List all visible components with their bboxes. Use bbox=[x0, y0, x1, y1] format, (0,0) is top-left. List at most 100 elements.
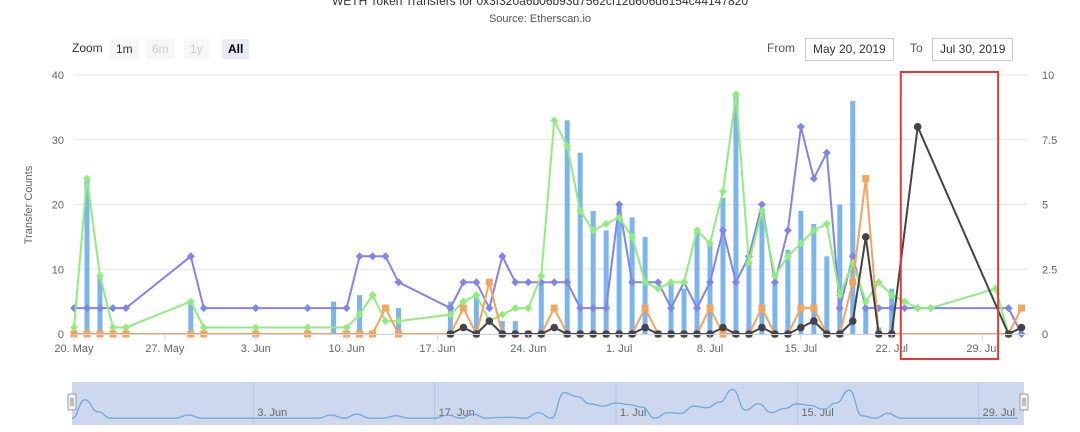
data-point bbox=[615, 213, 624, 222]
bar bbox=[499, 321, 505, 334]
bar bbox=[681, 288, 687, 334]
data-point bbox=[186, 252, 195, 261]
data-point bbox=[887, 291, 896, 300]
y-left-tick-label: 30 bbox=[52, 135, 64, 147]
navigator[interactable]: 3. Jun 17. Jun 1. Jul 15. Jul 29. Jul bbox=[67, 382, 1029, 425]
bar bbox=[473, 295, 479, 334]
series-line-green bbox=[73, 93, 1022, 335]
data-point bbox=[810, 304, 818, 312]
x-tick-label: 29. Jul bbox=[966, 343, 998, 355]
x-tick-label: 22. Jul bbox=[876, 343, 908, 355]
bar bbox=[720, 198, 726, 334]
bar bbox=[538, 282, 544, 334]
data-point bbox=[731, 90, 740, 99]
bar bbox=[577, 152, 583, 334]
bar bbox=[746, 262, 752, 334]
data-point bbox=[498, 310, 507, 319]
navigator-tick-label: 15. Jul bbox=[801, 407, 833, 419]
data-point bbox=[861, 233, 870, 241]
bar bbox=[772, 282, 778, 334]
zoom-1y-button[interactable]: 1y bbox=[184, 39, 209, 59]
data-point bbox=[926, 304, 935, 313]
data-point bbox=[848, 317, 857, 325]
data-point bbox=[303, 304, 312, 313]
data-point bbox=[446, 304, 455, 313]
data-point bbox=[706, 304, 714, 312]
y-axis-title: Transfer Counts bbox=[23, 165, 35, 244]
data-point bbox=[719, 323, 727, 332]
data-point bbox=[615, 200, 624, 209]
data-point bbox=[355, 252, 364, 261]
bar bbox=[811, 223, 817, 334]
data-point bbox=[822, 219, 831, 228]
data-point bbox=[809, 226, 818, 235]
data-point bbox=[654, 284, 663, 293]
range-to-label: To bbox=[910, 41, 923, 55]
data-point bbox=[251, 304, 260, 313]
data-point bbox=[472, 291, 481, 300]
data-point bbox=[810, 317, 818, 325]
data-point bbox=[693, 304, 702, 313]
data-point bbox=[874, 278, 883, 287]
bar bbox=[694, 230, 700, 334]
range-from-input[interactable]: May 20, 2019 bbox=[805, 38, 894, 61]
zoom-6m-button[interactable]: 6m bbox=[146, 39, 175, 59]
navigator-tick-label: 1. Jul bbox=[620, 407, 646, 419]
data-point bbox=[368, 291, 377, 300]
x-tick-label: 15. Jul bbox=[785, 343, 817, 355]
bar bbox=[850, 100, 856, 335]
data-point bbox=[1017, 323, 1026, 332]
bar bbox=[733, 94, 739, 334]
data-point bbox=[797, 304, 805, 312]
data-point bbox=[822, 148, 831, 157]
bar bbox=[512, 321, 518, 334]
data-point bbox=[667, 278, 676, 287]
data-point bbox=[382, 304, 390, 312]
x-tick-label: 1. Jul bbox=[606, 343, 632, 355]
zoom-1m-button[interactable]: 1m bbox=[110, 39, 139, 59]
data-point bbox=[1004, 304, 1013, 313]
data-point bbox=[667, 304, 676, 313]
data-point bbox=[602, 219, 611, 228]
bar bbox=[824, 256, 830, 334]
data-point bbox=[485, 278, 493, 286]
data-point bbox=[394, 278, 403, 287]
x-tick-label: 10. Jun bbox=[329, 343, 365, 355]
bar bbox=[837, 204, 843, 334]
data-point bbox=[589, 304, 598, 313]
data-point bbox=[82, 174, 91, 183]
data-point bbox=[95, 271, 104, 280]
x-tick-label: 8. Jul bbox=[697, 343, 723, 355]
x-tick-label: 24. Jun bbox=[510, 343, 546, 355]
x-axis: 20. May 27. May 3. Jun 10. Jun 17. Jun 24. Ju… bbox=[54, 334, 1028, 355]
data-point bbox=[121, 304, 130, 313]
data-point bbox=[900, 304, 909, 313]
data-point bbox=[770, 271, 779, 280]
data-point bbox=[783, 226, 792, 235]
data-point bbox=[524, 304, 533, 313]
x-tick-label: 3. Jun bbox=[241, 343, 271, 355]
data-point bbox=[576, 206, 585, 215]
data-point bbox=[654, 278, 663, 287]
data-point bbox=[563, 142, 572, 151]
data-point bbox=[641, 323, 649, 332]
bar-series bbox=[84, 94, 895, 335]
data-point bbox=[121, 323, 130, 332]
y-right-tick-label: 0 bbox=[1042, 329, 1048, 341]
navigator-tick-label: 29. Jul bbox=[983, 407, 1015, 419]
data-point bbox=[835, 304, 844, 313]
zoom-all-button[interactable]: All bbox=[222, 39, 250, 59]
data-point bbox=[862, 175, 870, 183]
data-point bbox=[459, 304, 467, 312]
data-point bbox=[199, 323, 208, 332]
data-point bbox=[537, 271, 546, 280]
data-point bbox=[342, 323, 351, 332]
y-right-tick-label: 10 bbox=[1042, 70, 1054, 82]
range-to-input[interactable]: Jul 30, 2019 bbox=[932, 38, 1014, 61]
bar bbox=[707, 243, 713, 334]
data-point bbox=[511, 304, 520, 313]
data-point bbox=[563, 278, 572, 287]
data-point bbox=[809, 174, 818, 183]
navigator-handle-right bbox=[1019, 393, 1029, 411]
